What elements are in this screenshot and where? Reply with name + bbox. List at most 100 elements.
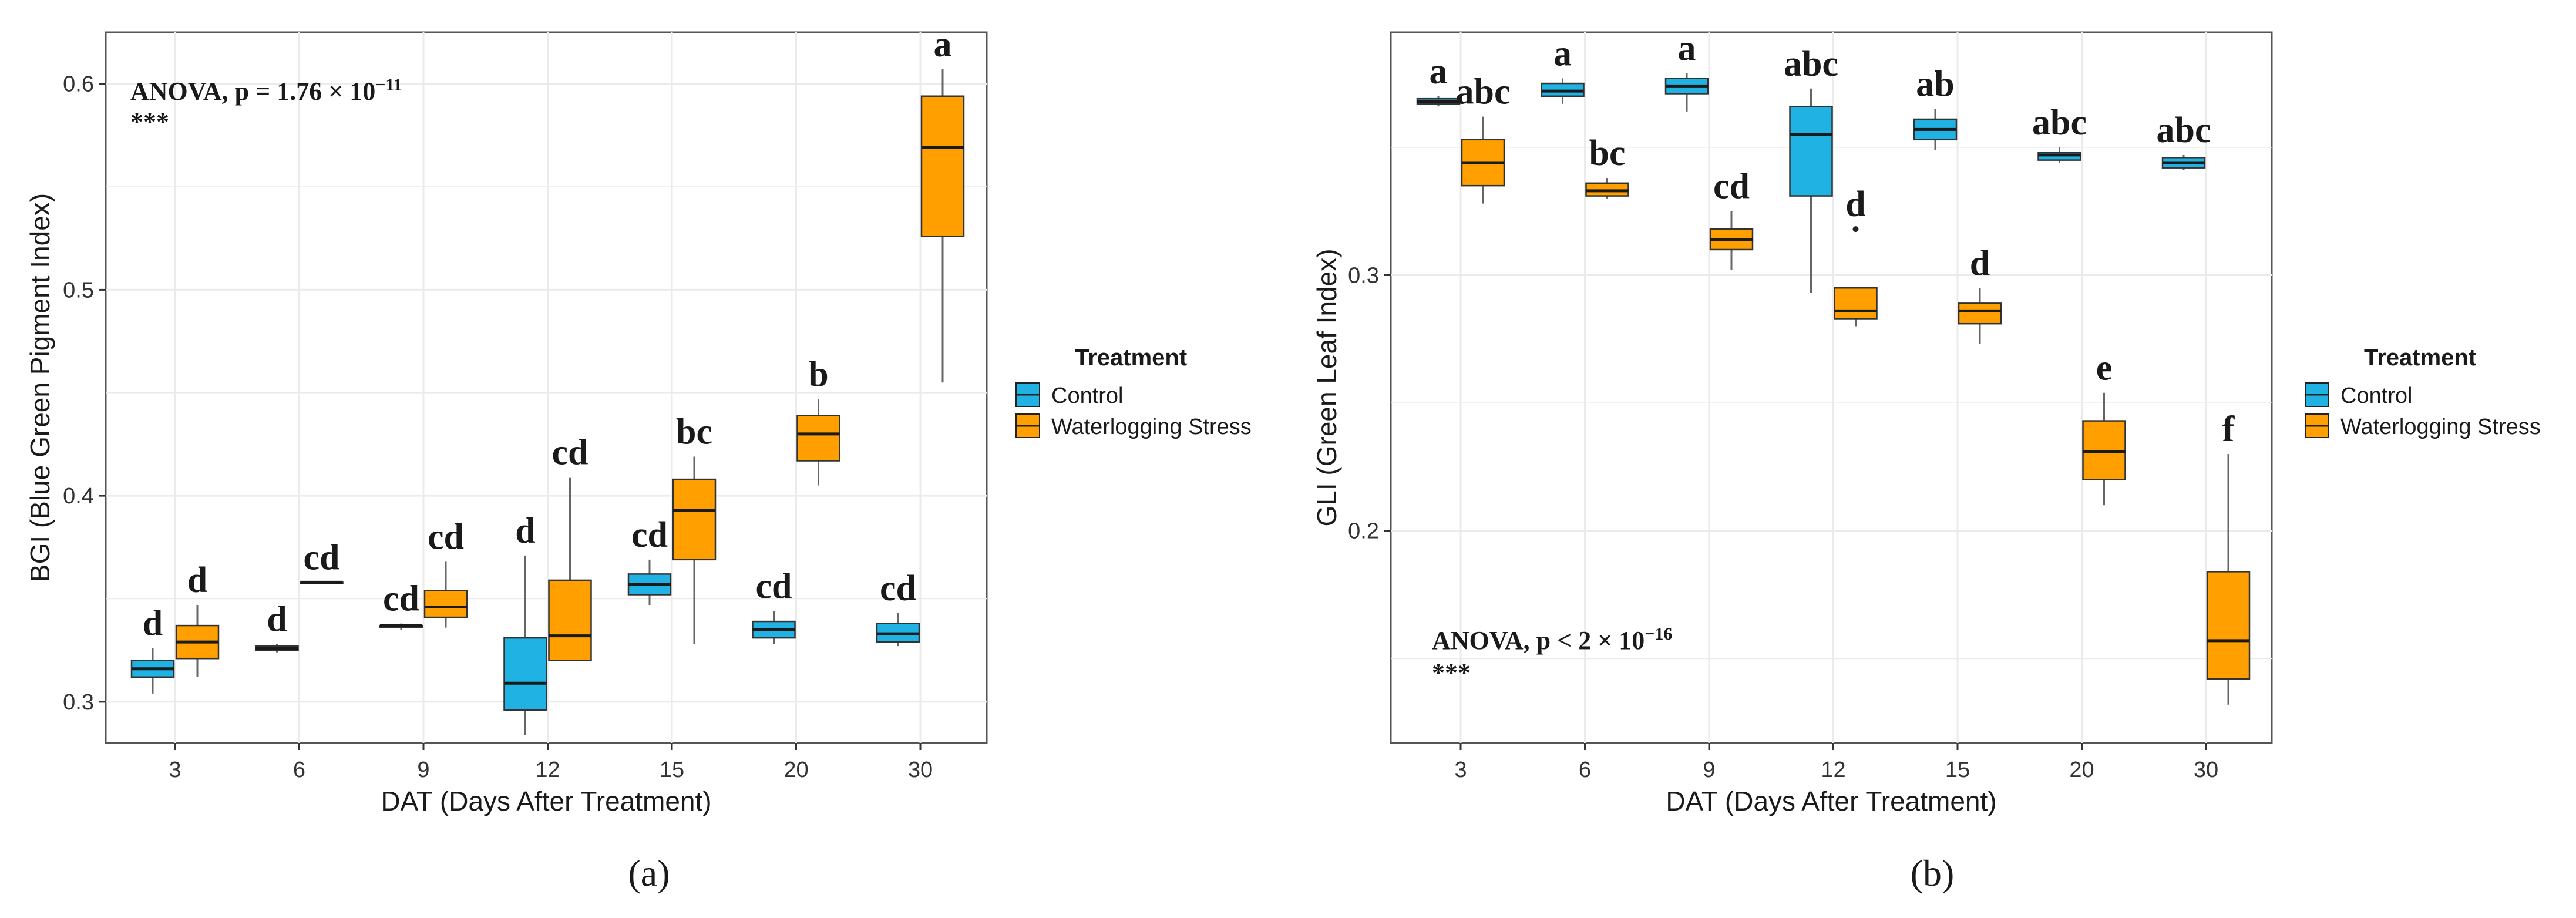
anova-stars: *** <box>130 107 169 136</box>
box-stress-12 <box>548 477 592 661</box>
y-tick-label: 0.2 <box>1348 519 1379 544</box>
panel-label: (b) <box>1911 852 1955 894</box>
box-iqr <box>1789 105 1833 197</box>
y-tick-label: 0.3 <box>1348 263 1379 288</box>
box-iqr <box>503 637 547 711</box>
anova-text: ANOVA, p = 1.76 × 10−11 <box>130 75 402 106</box>
significance-letter: d <box>1970 243 1990 283</box>
box-iqr <box>548 579 592 661</box>
legend-key-control <box>1015 382 1040 407</box>
significance-letter: e <box>2096 348 2113 388</box>
anova-text: ANOVA, p < 2 × 10−16 <box>1432 624 1672 655</box>
significance-letter: cd <box>304 537 340 577</box>
significance-letter: abc <box>1456 72 1511 112</box>
box-control-15 <box>1913 109 1958 150</box>
significance-letter: f <box>2222 409 2235 449</box>
box-iqr <box>1958 302 2002 325</box>
box-stress-3 <box>1461 116 1505 204</box>
box-iqr <box>2206 571 2251 680</box>
x-tick-label: 3 <box>169 758 181 782</box>
legend: Treatment Control Waterlogging Stress <box>2305 345 2541 439</box>
x-tick-label: 9 <box>1703 758 1715 782</box>
box-control-9 <box>1664 73 1709 112</box>
box-control-3 <box>130 648 175 694</box>
significance-letter: d <box>267 600 287 640</box>
outlier-point <box>1852 226 1859 233</box>
box-control-12 <box>503 555 547 735</box>
significance-letter: cd <box>756 567 792 607</box>
significance-letter: cd <box>631 515 668 555</box>
legend-key-control <box>2305 382 2329 407</box>
y-axis-ticks: 0.3 0.4 0.5 0.6 <box>63 72 106 715</box>
significance-letter: abc <box>2032 103 2087 143</box>
y-axis-title: BGI (Blue Green Pigment Index) <box>25 193 55 582</box>
legend-label-control: Control <box>2340 384 2413 408</box>
box-iqr <box>920 95 965 237</box>
box-iqr <box>672 478 717 561</box>
box-stress-6 <box>1585 178 1629 199</box>
x-tick-label: 12 <box>535 758 560 782</box>
box-stress-15 <box>672 456 717 644</box>
plot-frame <box>105 31 988 744</box>
y-tick-label: 0.4 <box>63 484 94 509</box>
box-stress-15 <box>1958 288 2002 345</box>
box-iqr <box>1834 287 1878 320</box>
y-axis-ticks: 0.2 0.3 <box>1348 263 1391 544</box>
significance-letter: bc <box>676 412 712 452</box>
boxes <box>1416 73 2251 705</box>
box-stress-30 <box>2206 454 2251 705</box>
legend-title: Treatment <box>1075 345 1187 371</box>
significance-letter: abc <box>2157 110 2211 150</box>
box-iqr <box>423 590 468 618</box>
x-tick-label: 6 <box>1579 758 1591 782</box>
significance-letter: cd <box>1713 167 1750 207</box>
legend-key-stress <box>1015 413 1040 438</box>
box-control-20 <box>2037 147 2081 163</box>
significance-letter: bc <box>1589 133 1626 173</box>
x-axis-ticks: 3 6 9 12 15 20 30 <box>1454 743 2218 782</box>
y-tick-label: 0.5 <box>63 278 94 302</box>
x-tick-label: 3 <box>1454 758 1467 782</box>
box-stress-12 <box>1834 226 1878 327</box>
x-tick-label: 30 <box>908 758 933 782</box>
significance-letter: abc <box>1784 44 1838 84</box>
x-tick-label: 20 <box>783 758 808 782</box>
significance-letter: a <box>1553 33 1572 73</box>
grid <box>1391 32 2272 743</box>
y-axis-title: GLI (Green Leaf Index) <box>1311 248 1342 526</box>
significance-letter: cd <box>383 579 419 619</box>
legend: Treatment Control Waterlogging Stress <box>1015 345 1252 439</box>
x-tick-label: 9 <box>417 758 429 782</box>
anova-stars: *** <box>1432 658 1471 687</box>
panel-label: (a) <box>628 852 670 894</box>
x-tick-label: 20 <box>2069 758 2094 782</box>
significance-letter: a <box>934 25 952 65</box>
x-tick-label: 30 <box>2194 758 2218 782</box>
x-tick-label: 12 <box>1821 758 1845 782</box>
x-axis-title: DAT (Days After Treatment) <box>1666 786 1996 816</box>
box-stress-20 <box>796 399 840 486</box>
box-control-12 <box>1789 88 1833 293</box>
legend-key-stress <box>2305 413 2329 438</box>
significance-letter: a <box>1430 52 1448 92</box>
x-axis-title: DAT (Days After Treatment) <box>381 786 711 816</box>
box-control-6 <box>1541 78 1585 104</box>
significance-letter: d <box>515 511 535 551</box>
y-tick-label: 0.6 <box>63 72 94 97</box>
significance-letter: cd <box>428 517 464 557</box>
box-control-20 <box>752 611 796 644</box>
significance-letter: d <box>143 604 163 644</box>
x-axis-ticks: 3 6 9 12 15 20 30 <box>169 743 933 782</box>
significance-letter: a <box>1678 29 1696 69</box>
grid <box>106 32 987 743</box>
box-control-30 <box>2161 154 2206 171</box>
box-stress-20 <box>2082 392 2126 506</box>
significance-letter: ab <box>1916 65 1954 105</box>
box-stress-30 <box>920 69 965 383</box>
box-stress-3 <box>175 605 220 677</box>
box-control-3 <box>1416 96 1461 107</box>
x-tick-label: 15 <box>1945 758 1970 782</box>
